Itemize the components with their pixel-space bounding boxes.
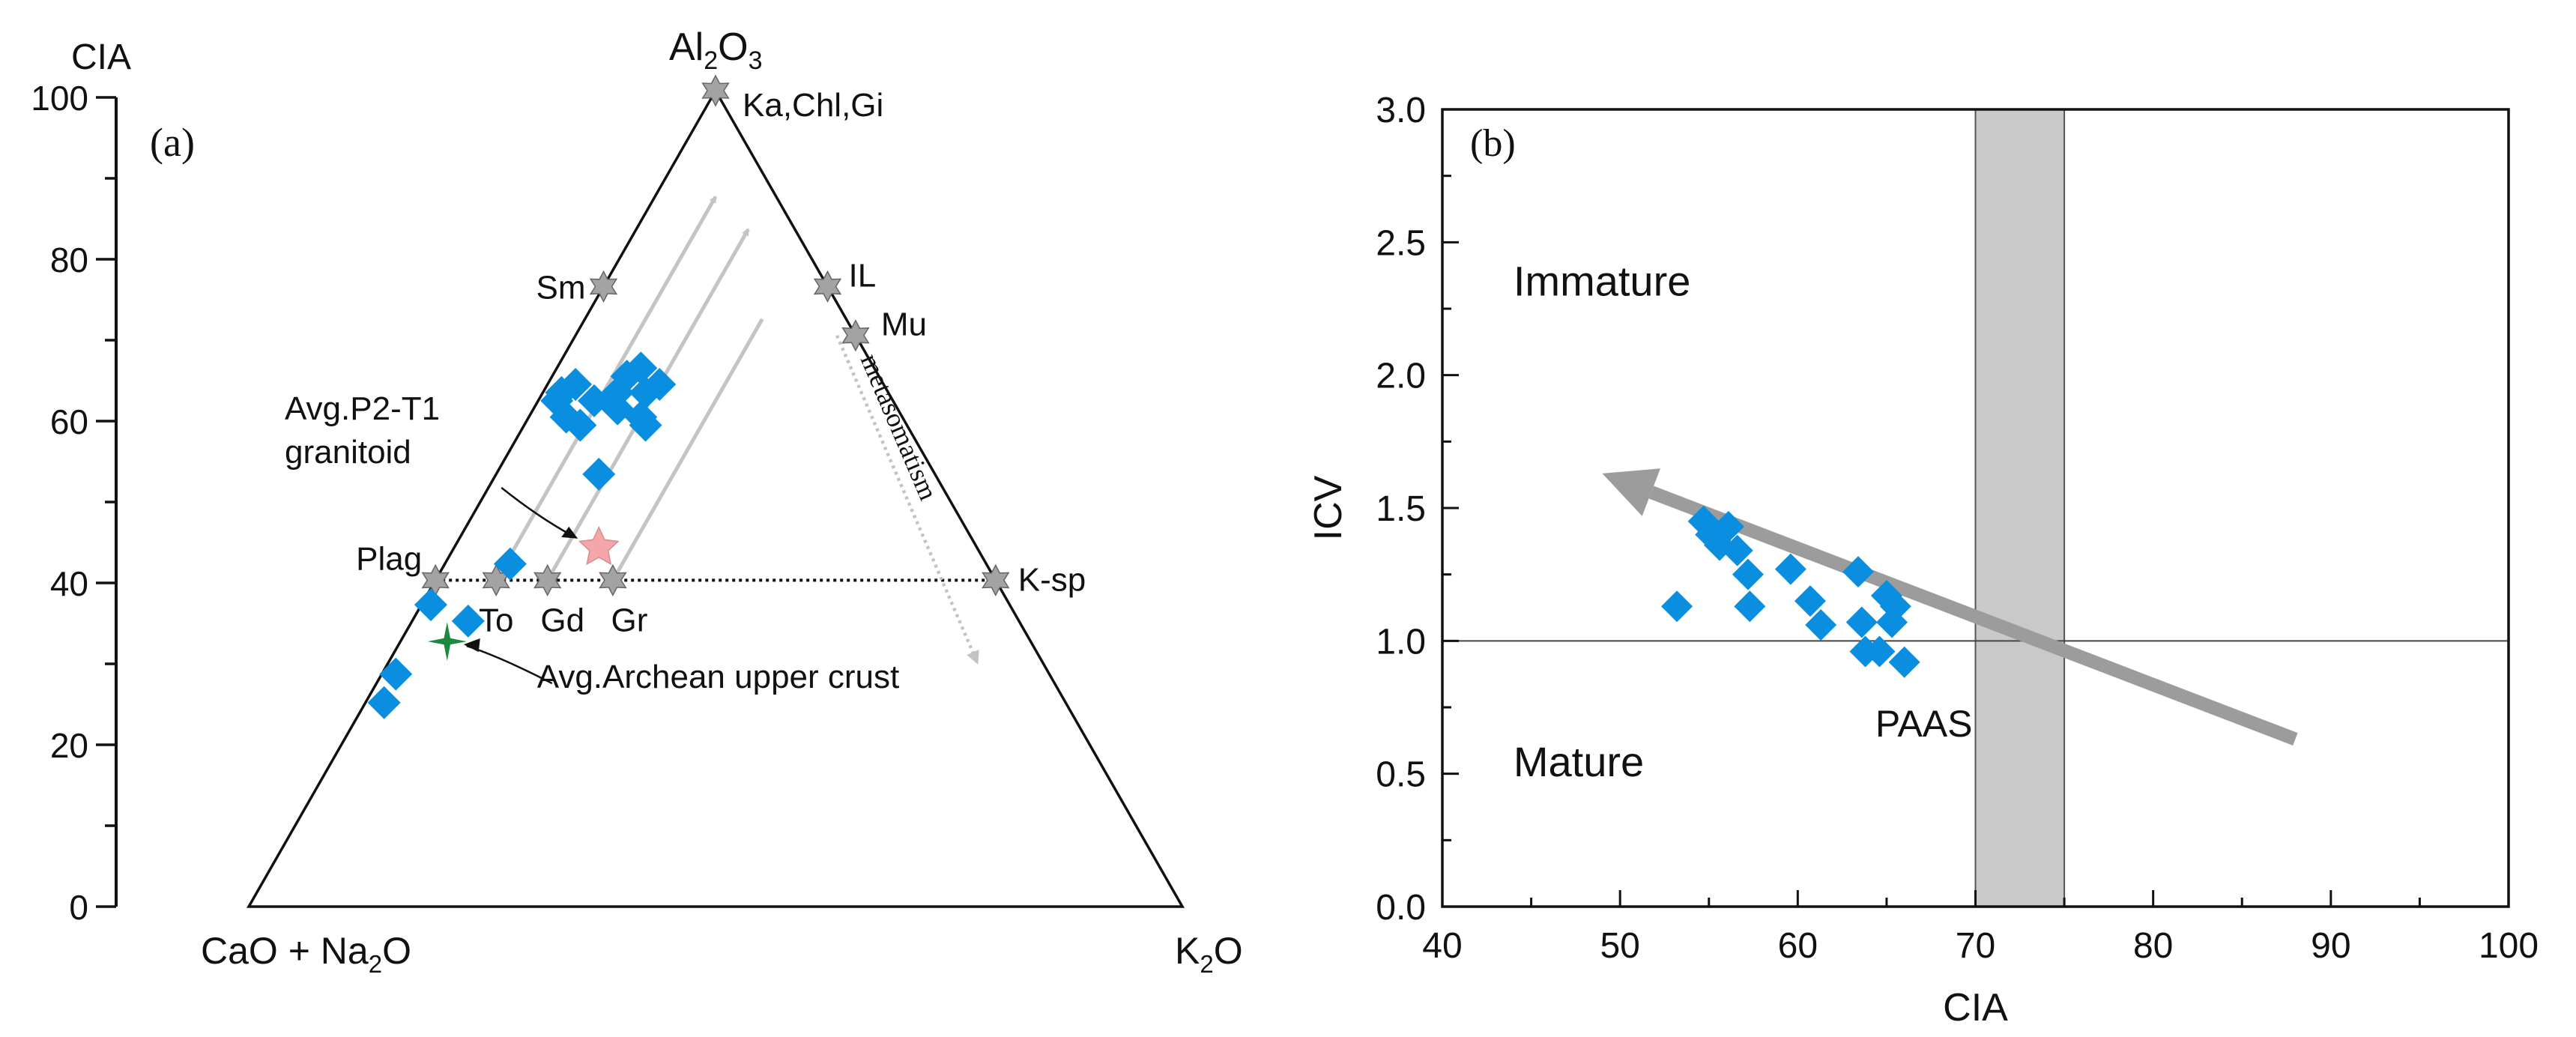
icv-point [1805, 609, 1837, 641]
metasomatism-arrow [835, 334, 979, 665]
vertex-label-left: CaO + Na2O [201, 930, 411, 978]
icv-point [1863, 635, 1896, 668]
archean-crust-star [427, 622, 467, 662]
sample-point [629, 375, 662, 409]
panel-label-a: (a) [150, 120, 195, 165]
cia-axis-ticks: 0 20 40 60 80 100 [31, 79, 116, 927]
sample-point [582, 457, 616, 491]
y-tick-label: 0.0 [1376, 888, 1426, 928]
panel-label-b: (b) [1470, 122, 1516, 165]
icv-point [1721, 534, 1753, 566]
panel-b-texts: (b) CIA ICV Immature Mature PAAS [1307, 122, 2008, 1030]
mineral-label: Gd [540, 602, 584, 638]
archean-leader-head [463, 638, 480, 653]
mineral-marker-gr [599, 563, 627, 597]
cia-tick-label: 40 [50, 564, 88, 603]
x-tick-label: 90 [2311, 926, 2350, 966]
icv-point [1842, 556, 1874, 588]
vertex-label-right: K2O [1175, 930, 1243, 978]
cia-tick-label: 80 [50, 241, 88, 279]
panel-b-axes: 40 50 60 70 80 90 100 0.0 0.5 1.0 1.5 2.0 2.5 3.0 [1376, 91, 2539, 966]
cia-axis-label: CIA [71, 37, 131, 77]
mineral-marker-ka-chl-gi [701, 74, 730, 107]
x-tick-label: 60 [1778, 926, 1818, 966]
x-tick-label: 70 [1956, 926, 1995, 966]
sample-point [414, 588, 447, 622]
granitoid-leader-head [561, 526, 578, 539]
granitoid-leader [501, 486, 575, 538]
trend-arrow-head [1602, 468, 1660, 516]
panel-b-background [1442, 109, 2509, 907]
x-tick-label: 50 [1600, 926, 1639, 966]
archean-label: Avg.Archean upper crust [537, 659, 899, 695]
y-tick-label: 2.0 [1376, 357, 1426, 396]
sample-point [493, 547, 527, 581]
ternary-lines: metasomatism [435, 195, 996, 665]
y-tick-label: 1.5 [1376, 489, 1426, 529]
y-tick-label: 1.0 [1376, 622, 1426, 662]
panel-b-points [1661, 505, 1920, 678]
cia-tick-label: 0 [69, 888, 88, 927]
sample-point [367, 686, 401, 719]
cia-tick-label: 60 [50, 402, 88, 441]
cia-tick-label: 20 [50, 726, 88, 765]
sample-point [451, 604, 485, 638]
granitoid-label: granitoid [285, 434, 411, 471]
granitoid-label: Avg.P2-T1 [285, 390, 440, 427]
mineral-marker-sm [589, 270, 618, 303]
sample-point [624, 351, 658, 385]
mineral-label: Plag [356, 540, 422, 577]
mineral-marker-il [813, 270, 842, 303]
icv-point [1879, 590, 1911, 623]
icv-point [1712, 510, 1744, 542]
mineral-label: IL [849, 257, 877, 294]
mineral-marker-k-sp [982, 563, 1010, 597]
sample-point [629, 408, 662, 442]
sample-point [559, 368, 593, 402]
sample-points [367, 351, 677, 719]
mineral-label: Mu [881, 306, 927, 343]
y-tick-label: 2.5 [1376, 223, 1426, 263]
cia-tick-label: 100 [31, 79, 88, 118]
icv-point [1888, 646, 1920, 678]
mineral-label: Ka,Chl,Gi [743, 87, 883, 124]
scatter-panel-b: 40 50 60 70 80 90 100 0.0 0.5 1.0 1.5 2.0 2.5 3.0 (b)… [1307, 91, 2539, 1030]
icv-point [1734, 590, 1766, 623]
mineral-label: To [479, 602, 513, 638]
vertex-label-top: Al2O3 [669, 25, 763, 75]
icv-point [1661, 590, 1693, 623]
y-tick-label: 0.5 [1376, 755, 1426, 795]
trend-arrow-shaft [1648, 486, 2298, 746]
reference-minerals [421, 74, 1010, 597]
ternary-triangle [246, 88, 1185, 908]
x-tick-label: 100 [2479, 926, 2539, 966]
granitoid-star [578, 526, 620, 566]
region-label: Immature [1514, 257, 1691, 304]
weathering-trend-arrow [611, 318, 764, 581]
x-tick-label: 40 [1422, 926, 1462, 966]
y-tick-label: 3.0 [1376, 91, 1426, 130]
y-axis-label: ICV [1307, 475, 1350, 540]
region-label: Mature [1514, 738, 1644, 785]
mineral-marker-mu [841, 319, 870, 352]
paas-band [1974, 109, 2066, 907]
icv-point [1845, 606, 1878, 638]
mineral-label: Sm [536, 269, 585, 306]
sample-point [379, 657, 413, 691]
paas-label: PAAS [1875, 703, 1973, 745]
mineral-label: K-sp [1018, 561, 1086, 598]
x-tick-label: 80 [2133, 926, 2173, 966]
x-axis-label: CIA [1943, 986, 2008, 1030]
icv-point [1774, 553, 1806, 585]
mineral-label: Gr [611, 602, 647, 638]
icv-point [1794, 585, 1826, 617]
ternary-panel-a: CIA 0 20 40 60 80 100 (a) Al2O3 CaO + Na2O K2… [31, 25, 1242, 978]
icv-point [1732, 558, 1764, 590]
mineral-marker-gd [533, 563, 562, 597]
metasomatism-label: metasomatism [855, 349, 944, 504]
special-points [427, 526, 620, 662]
